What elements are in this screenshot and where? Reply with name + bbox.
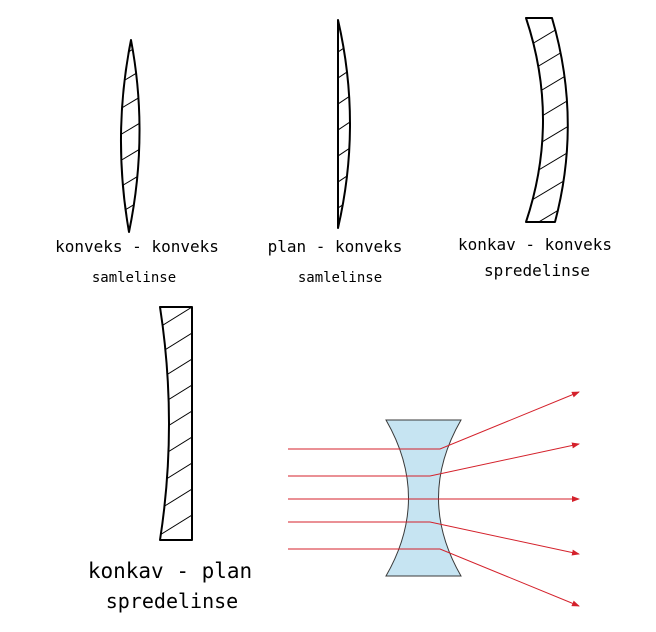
- lens-biconvex-kind: samlelinse: [92, 270, 176, 286]
- biconcave-lens: [385, 419, 462, 577]
- lens-concave-convex-type: konkav - konveks: [458, 235, 612, 254]
- lens-concave-convex-kind: spredelinse: [484, 261, 590, 280]
- lens-plano-concave-type: konkav - plan: [88, 559, 252, 583]
- lens-plano-concave-hatching: [160, 307, 192, 540]
- lens-plano-concave: [159, 306, 193, 541]
- lens-plano-convex-type: plan - konveks: [268, 237, 403, 256]
- lens-concave-convex-hatching: [526, 18, 568, 222]
- ray-1: [288, 391, 580, 450]
- lens-plano-convex-kind: samlelinse: [298, 270, 382, 286]
- lens-plano-concave-kind: spredelinse: [106, 589, 238, 613]
- lens-plano-convex-hatching: [338, 35, 350, 213]
- ray-4: [288, 521, 580, 556]
- ray-2: [288, 442, 580, 477]
- lens-plano-convex: [337, 19, 351, 229]
- ray-5: [288, 548, 580, 607]
- lens-biconvex-hatching: [120, 40, 140, 232]
- lens-biconvex-type: konveks - konveks: [55, 237, 219, 256]
- lens-biconvex: [120, 39, 141, 233]
- diverging-lens-ray-diagram: [288, 391, 580, 607]
- lens-concave-convex: [525, 17, 569, 223]
